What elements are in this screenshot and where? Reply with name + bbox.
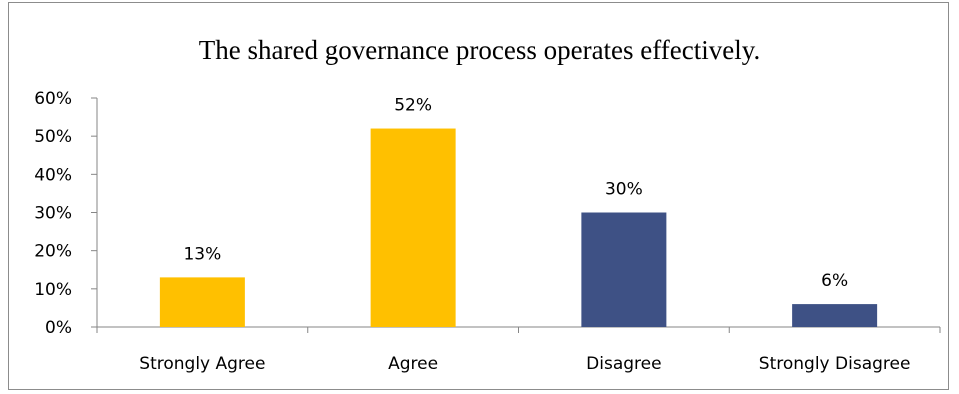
category-label: Strongly Agree — [139, 354, 265, 374]
y-tick-label: 60% — [34, 89, 72, 109]
data-label: 6% — [821, 271, 848, 291]
bar — [159, 277, 245, 327]
category-label: Agree — [388, 354, 438, 374]
chart-bars — [159, 128, 878, 327]
y-tick-label: 40% — [34, 165, 72, 185]
bar — [370, 128, 456, 327]
category-label: Strongly Disagree — [759, 354, 911, 374]
category-label: Disagree — [586, 354, 661, 374]
y-tick-label: 50% — [34, 127, 72, 147]
chart-labels: 13% Strongly Agree 52% Agree 30% Disagree 6% St… — [139, 96, 910, 374]
data-label: 13% — [183, 244, 221, 264]
bar — [792, 304, 878, 327]
y-tick-label: 0% — [45, 318, 72, 338]
chart-title: The shared governance process operates e… — [198, 35, 761, 65]
y-tick-label: 10% — [34, 280, 72, 300]
data-label: 30% — [605, 180, 643, 200]
data-label: 52% — [394, 96, 432, 116]
y-tick-label: 30% — [34, 204, 72, 224]
y-tick-label: 20% — [34, 242, 72, 262]
bar — [581, 212, 667, 327]
